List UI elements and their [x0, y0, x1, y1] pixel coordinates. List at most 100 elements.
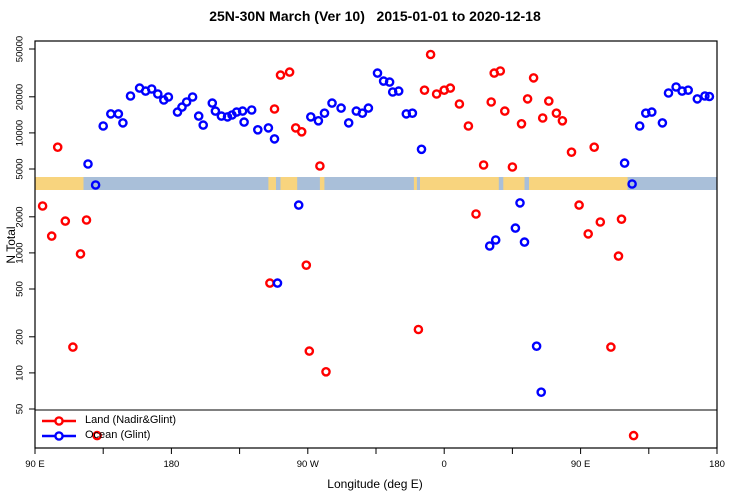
y-tick-label: 200 [14, 328, 26, 345]
data-point [37, 201, 48, 211]
data-point [490, 235, 501, 245]
y-tick-label: 5000 [14, 158, 26, 180]
legend-label-ocean: Ocean (Glint) [85, 429, 151, 441]
data-point [357, 108, 368, 118]
land-segment [35, 177, 84, 190]
data-point [210, 106, 221, 116]
data-point [265, 278, 275, 288]
legend-label-land: Land (Nadir&Glint) [85, 414, 177, 426]
data-point [416, 144, 427, 155]
data-point [463, 121, 474, 131]
data-point [321, 366, 331, 377]
series-ocean [83, 68, 715, 398]
data-point [315, 161, 325, 171]
data-point [46, 231, 57, 241]
data-point [663, 88, 674, 98]
data-point [557, 116, 568, 126]
y-tick-label: 50 [14, 403, 26, 415]
series-land [37, 49, 639, 441]
data-point [510, 223, 521, 233]
x-axis-label: Longitude (deg E) [327, 477, 423, 491]
data-point [269, 134, 280, 144]
data-point [471, 209, 481, 219]
data-point [537, 113, 548, 123]
data-point [515, 198, 525, 208]
data-point [628, 430, 639, 441]
legend-symbol-ocean [42, 430, 76, 441]
data-point [153, 89, 163, 99]
data-point [574, 200, 584, 210]
data-point [692, 94, 703, 104]
data-point [589, 142, 600, 152]
y-tick-label: 10000 [14, 119, 26, 147]
data-point [606, 342, 616, 352]
data-point [198, 120, 208, 130]
data-point [296, 127, 307, 137]
data-point [284, 67, 295, 77]
data-point [60, 216, 71, 226]
data-point [193, 111, 204, 121]
data-point [83, 159, 93, 169]
data-point [486, 97, 497, 107]
data-point [551, 108, 562, 118]
y-tick-label: 50000 [14, 35, 26, 63]
data-point [519, 237, 530, 247]
data-point [52, 142, 63, 152]
data-point [263, 123, 274, 133]
data-point [495, 66, 506, 76]
data-point [445, 83, 456, 93]
data-point [90, 180, 101, 190]
data-point [536, 387, 547, 398]
map-band [35, 177, 717, 190]
data-point [163, 92, 174, 102]
data-point [252, 125, 263, 135]
y-tick-label: 20000 [14, 83, 26, 111]
data-point [528, 73, 539, 83]
data-point [516, 119, 527, 129]
data-point [522, 94, 533, 104]
land-segment [413, 177, 417, 190]
data-point [484, 241, 495, 251]
data-point [343, 118, 354, 128]
data-point [407, 108, 418, 118]
data-point [683, 85, 694, 96]
data-point [275, 70, 286, 80]
data-point [566, 147, 577, 157]
data-point [125, 91, 136, 101]
data-point [704, 91, 715, 102]
data-point [207, 98, 218, 108]
data-point [431, 89, 442, 99]
data-point [269, 104, 280, 114]
data-point [304, 346, 315, 356]
data-point [181, 97, 192, 107]
data-point [478, 160, 489, 170]
data-point [305, 112, 316, 122]
water-overlay [276, 177, 281, 190]
y-tick-label: 100 [14, 364, 26, 381]
data-point [583, 229, 594, 239]
data-point [327, 98, 337, 108]
x-tick-label: 90 E [570, 459, 591, 470]
chart-title: 25N-30N March (Ver 10) 2015-01-01 to 202… [209, 8, 541, 24]
data-point [177, 102, 187, 112]
y-axis-label: N Total [4, 226, 18, 264]
data-point [619, 158, 630, 168]
data-point [81, 215, 92, 225]
land-segment [268, 177, 298, 190]
data-point [246, 105, 257, 115]
data-point [113, 109, 124, 119]
data-point [419, 85, 430, 96]
data-point [301, 260, 312, 270]
legend-symbol-land [42, 415, 76, 426]
data-point [92, 430, 102, 441]
data-point [425, 49, 436, 60]
water-overlay [498, 177, 504, 190]
water-overlay [524, 177, 529, 190]
data-point [237, 106, 248, 116]
land-segment [319, 177, 325, 190]
x-tick-label: 180 [163, 459, 180, 470]
data-point [700, 91, 710, 101]
x-tick-label: 180 [709, 459, 725, 470]
